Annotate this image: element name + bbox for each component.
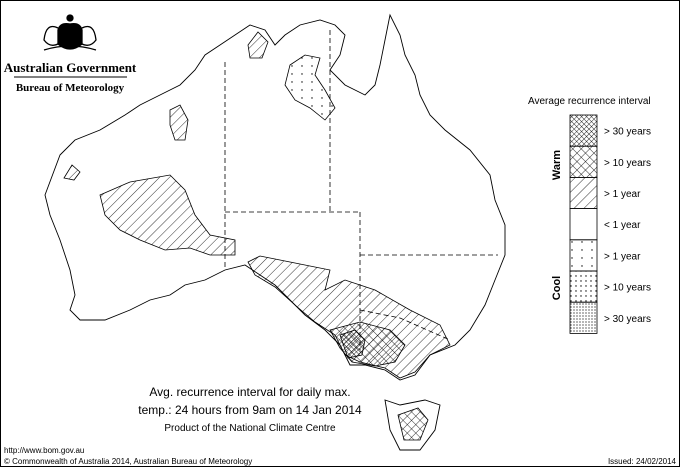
legend-label: > 10 years — [604, 283, 651, 294]
legend-swatch — [569, 208, 598, 241]
caption-line: Avg. recurrence interval for daily max. — [149, 385, 350, 399]
caption-credit: Product of the National Climate Centre — [164, 423, 336, 434]
legend-swatch — [569, 145, 598, 178]
bureau: Bureau of Meteorology — [16, 82, 125, 94]
footer-url: http://www.bom.gov.au — [4, 446, 84, 455]
legend-label: > 30 years — [604, 314, 651, 325]
government: Australian Government — [4, 60, 137, 75]
legend-label: > 30 years — [604, 127, 651, 138]
legend-swatch — [569, 301, 598, 334]
map — [44, 13, 506, 451]
anomaly-regions — [63, 31, 451, 441]
footer-issued: Issued: 24/02/2014 — [608, 457, 677, 466]
legend-label: < 1 year — [604, 220, 641, 231]
legend-swatch — [569, 270, 598, 303]
crest — [43, 14, 97, 51]
legend-group: Cool — [551, 276, 563, 300]
legend-title: Average recurrence interval — [528, 96, 651, 107]
mainland — [44, 13, 506, 381]
legend-group: Warm — [551, 150, 563, 180]
legend-label: > 1 year — [604, 251, 641, 262]
legend-label: > 1 year — [604, 189, 641, 200]
footer-copyright: © Commonwealth of Australia 2014, Austra… — [4, 457, 252, 466]
legend-label: > 10 years — [604, 158, 651, 169]
legend-swatch — [569, 176, 598, 209]
legend-swatch — [569, 114, 598, 147]
legend-swatch — [569, 239, 598, 272]
caption-line: temp.: 24 hours from 9am on 14 Jan 2014 — [138, 403, 362, 417]
legend: Average recurrence interval Warm Cool > … — [528, 96, 651, 334]
